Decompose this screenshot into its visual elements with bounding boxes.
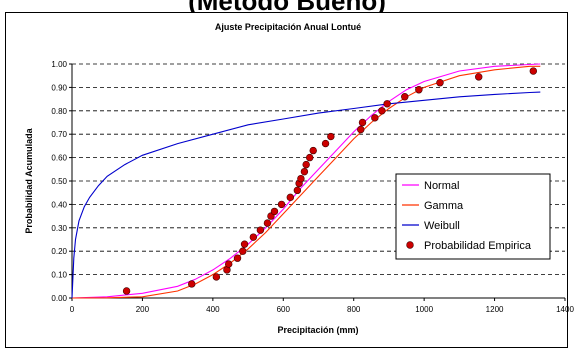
- y-tick-label: 0.50: [51, 177, 67, 186]
- x-tick-label: 0: [70, 305, 75, 314]
- empirical-point: [383, 100, 391, 108]
- x-axis-label: Precipitación (mm): [277, 325, 358, 335]
- empirical-point: [415, 86, 423, 94]
- empirical-point: [270, 207, 279, 216]
- empirical-point: [401, 93, 409, 101]
- empirical-point: [256, 226, 265, 234]
- legend-swatch: [406, 241, 414, 249]
- empirical-point: [302, 160, 310, 169]
- y-tick-label: 0.00: [51, 294, 67, 303]
- empirical-point: [122, 287, 131, 295]
- x-tick-label: 400: [206, 305, 220, 314]
- empirical-point: [529, 67, 538, 75]
- empirical-point: [297, 174, 305, 183]
- empirical-point: [358, 118, 367, 127]
- legend-label: Probabilidad Empirica: [424, 240, 532, 252]
- chart-title: Ajuste Precipitación Anual Lontué: [215, 22, 361, 32]
- y-axis-label: Probabilidad Acumulada: [24, 127, 34, 233]
- x-tick-label: 1200: [486, 305, 504, 314]
- empirical-point: [309, 146, 317, 155]
- x-tick-label: 200: [136, 305, 150, 314]
- empirical-point: [233, 254, 242, 262]
- legend-label: Gamma: [424, 200, 464, 212]
- empirical-point: [436, 79, 444, 87]
- empirical-point: [378, 107, 386, 115]
- empirical-point: [240, 240, 249, 248]
- empirical-point: [475, 73, 483, 81]
- y-tick-label: 0.70: [51, 130, 67, 139]
- y-tick-label: 0.60: [51, 154, 67, 163]
- y-tick-label: 0.40: [51, 200, 67, 209]
- empirical-point: [321, 139, 330, 148]
- y-tick-label: 0.10: [51, 271, 67, 280]
- empirical-point: [225, 260, 233, 268]
- empirical-point: [357, 125, 365, 134]
- empirical-point: [305, 153, 314, 162]
- empirical-point: [188, 280, 196, 288]
- series: [71, 63, 541, 299]
- legend: Normal Gamma Weibull Probabilidad Empirica: [395, 173, 551, 260]
- series-line-normal: [71, 63, 541, 299]
- legend-label: Weibull: [424, 220, 460, 232]
- empirical-point: [371, 114, 379, 122]
- x-tick-label: 1400: [556, 305, 574, 314]
- empirical-point: [263, 219, 272, 227]
- empirical-point: [293, 186, 302, 195]
- y-tick-label: 0.90: [51, 83, 67, 92]
- empirical-point: [286, 193, 295, 202]
- x-tick-label: 600: [277, 305, 291, 314]
- x-tick-label: 800: [347, 305, 361, 314]
- empirical-point: [327, 132, 335, 141]
- y-tick-label: 0.80: [51, 107, 67, 116]
- empirical-point: [239, 247, 247, 255]
- empirical-point: [212, 273, 221, 281]
- empirical-point: [300, 167, 309, 176]
- legend-label: Normal: [424, 180, 459, 192]
- series-line-weibull: [71, 91, 541, 299]
- y-tick-label: 1.00: [51, 60, 67, 69]
- grid-lines: [72, 63, 565, 276]
- tick-labels: 0.00 0.10 0.20 0.30 0.40 0.50 0.60 0.70 0.80 0.90…: [51, 60, 574, 314]
- empirical-point: [277, 200, 286, 209]
- x-tick-label: 1000: [415, 305, 433, 314]
- y-tick-label: 0.20: [51, 247, 67, 256]
- legend-box: [395, 173, 551, 260]
- empirical-point: [249, 233, 258, 241]
- y-tick-label: 0.30: [51, 224, 67, 233]
